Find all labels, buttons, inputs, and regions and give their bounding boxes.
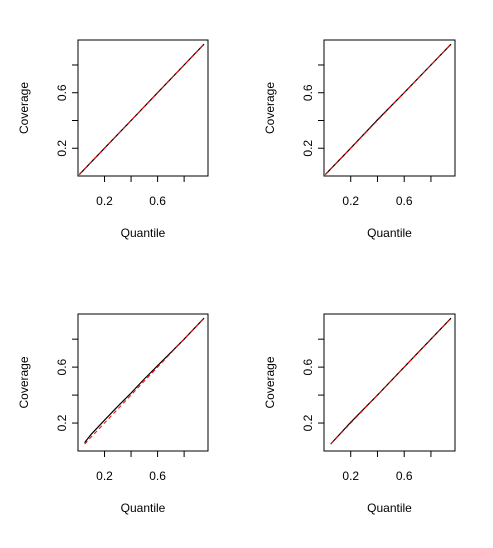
- x-axis-title: Quantile: [367, 501, 412, 515]
- y-tick-label: 0.2: [301, 140, 315, 157]
- coverage-line: [78, 43, 205, 176]
- y-tick-label: 0.6: [55, 84, 69, 101]
- reference-line: [78, 43, 205, 175]
- plot-panel-3: 0.2 0.6 0.2 0.6 Quantile Coverage: [17, 313, 209, 515]
- y-axis-title: Coverage: [263, 356, 277, 408]
- plot-frame: [323, 39, 456, 177]
- x-tick-label: 0.6: [396, 194, 413, 208]
- x-axis-title: Quantile: [121, 226, 166, 240]
- reference-line: [330, 317, 452, 445]
- x-tick-label: 0.2: [96, 194, 113, 208]
- x-tick-label: 0.2: [342, 194, 359, 208]
- x-tick-label: 0.2: [96, 469, 113, 483]
- y-tick-label: 0.2: [301, 414, 315, 431]
- plot-panel-1: 0.2 0.6 0.2 0.6 Quantile Coverage: [17, 39, 209, 240]
- x-tick-label: 0.6: [149, 469, 166, 483]
- x-tick-label: 0.6: [396, 469, 413, 483]
- plot-frame: [77, 39, 209, 177]
- y-tick-label: 0.6: [301, 84, 315, 101]
- y-axis-title: Coverage: [17, 82, 31, 134]
- y-tick-label: 0.6: [301, 358, 315, 375]
- y-axis-title: Coverage: [17, 356, 31, 408]
- plot-panel-2: 0.2 0.6 0.2 0.6 Quantile Coverage: [263, 39, 456, 240]
- y-tick-label: 0.6: [55, 358, 69, 375]
- y-axis-title: Coverage: [263, 82, 277, 134]
- x-axis-title: Quantile: [367, 226, 412, 240]
- plot-frame: [323, 313, 456, 452]
- plot-panel-4: 0.2 0.6 0.2 0.6 Quantile Coverage: [263, 313, 456, 515]
- x-tick-label: 0.6: [149, 194, 166, 208]
- x-tick-label: 0.2: [342, 469, 359, 483]
- reference-line: [324, 43, 452, 175]
- coverage-line: [324, 43, 452, 176]
- x-axis-title: Quantile: [121, 501, 166, 515]
- y-tick-label: 0.2: [55, 140, 69, 157]
- reference-line: [84, 317, 205, 445]
- y-tick-label: 0.2: [55, 414, 69, 431]
- plot-frame: [77, 313, 209, 452]
